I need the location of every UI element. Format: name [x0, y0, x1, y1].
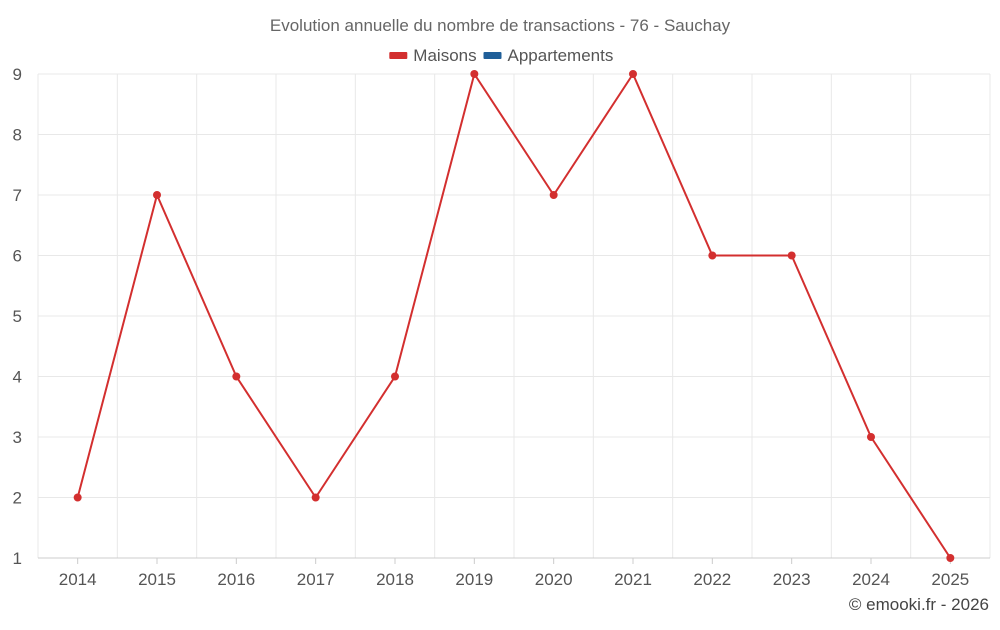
x-tick-label: 2015: [138, 570, 176, 589]
legend-label: Maisons: [413, 46, 476, 65]
x-tick-label: 2022: [693, 570, 731, 589]
data-point[interactable]: [470, 70, 479, 78]
data-point[interactable]: [549, 191, 558, 199]
chart-title: Evolution annuelle du nombre de transact…: [270, 16, 731, 35]
data-point[interactable]: [867, 433, 875, 441]
x-tick-label: 2016: [217, 570, 255, 589]
y-tick-label: 6: [13, 247, 22, 266]
legend-swatch: [483, 52, 502, 59]
x-tick-label: 2025: [931, 570, 969, 589]
y-tick-label: 4: [13, 368, 22, 387]
data-point[interactable]: [311, 493, 320, 502]
x-tick-label: 2018: [376, 570, 414, 589]
legend-label: Appartements: [508, 46, 614, 65]
x-tick-label: 2024: [852, 570, 890, 589]
y-tick-label: 1: [13, 549, 22, 568]
y-tick-label: 7: [13, 186, 22, 205]
y-tick-label: 3: [13, 428, 22, 447]
legend-item-maisons[interactable]: Maisons: [389, 46, 477, 65]
series-line-maisons: [76, 73, 952, 559]
x-tick-label: 2017: [297, 570, 335, 589]
x-tick-label: 2019: [455, 570, 493, 589]
data-point[interactable]: [946, 554, 955, 562]
y-tick-label: 2: [13, 489, 22, 508]
data-point[interactable]: [153, 191, 161, 199]
data-point[interactable]: [391, 372, 399, 381]
x-tick-label: 2023: [773, 570, 811, 589]
legend-item-appartements[interactable]: Appartements: [483, 46, 614, 65]
series-layer: [73, 70, 955, 562]
grid: [37, 73, 991, 558]
data-point[interactable]: [787, 251, 796, 260]
legend: Maisons Appartements: [389, 46, 613, 65]
axes: 1 2 3 4 5 6 7 8 9 2014 2015 2016 2017 2018 2019 2020 202…: [13, 65, 990, 589]
x-tick-label: 2020: [535, 570, 573, 589]
data-point[interactable]: [232, 372, 241, 381]
y-tick-label: 8: [13, 126, 22, 145]
y-tick-label: 5: [13, 307, 22, 326]
data-point[interactable]: [629, 70, 637, 78]
data-point[interactable]: [708, 251, 717, 260]
credit-text: © emooki.fr - 2026: [849, 595, 989, 614]
legend-swatch: [389, 52, 408, 59]
x-tick-label: 2014: [59, 570, 97, 589]
data-point[interactable]: [73, 493, 82, 502]
y-tick-label: 9: [13, 65, 22, 84]
x-tick-label: 2021: [614, 570, 652, 589]
